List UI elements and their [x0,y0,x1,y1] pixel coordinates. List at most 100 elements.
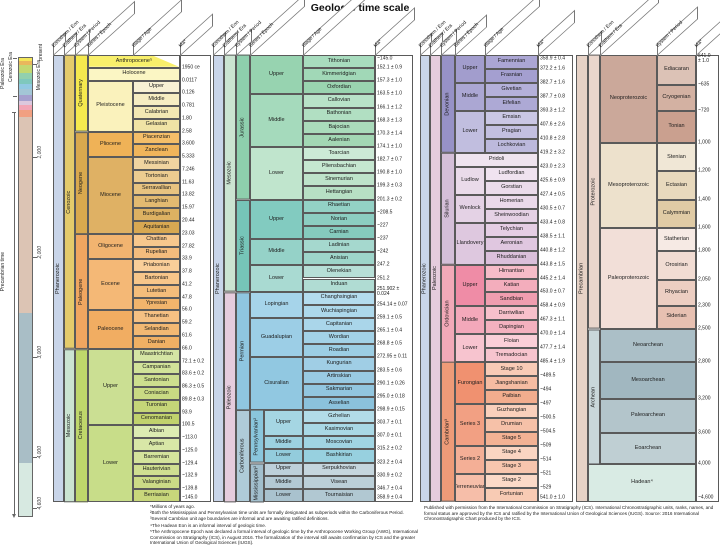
cell-mississippian: Mississippian² [250,462,264,502]
cell-series-2: Series 2 [455,446,485,475]
cell-artinskian: Artinskian [303,370,375,384]
footnote: ²Both the Mississippian and Pennsylvania… [150,510,404,516]
ma-value: ~4,600 [698,494,714,501]
ma-value: 37.8 [182,268,192,275]
cell-pliensbachian: Pliensbachian [303,160,375,174]
cell-tremadocian: Tremadocian [485,348,538,363]
cell-albian: Albian [133,425,180,439]
cell-llandovery: Llandovery [455,222,485,265]
cell-paleoproterozoic: Paleoproterozoic [600,228,657,329]
cell-lower: Lower [88,425,133,502]
cell-callovian: Callovian [303,94,375,108]
wedge-shape [89,56,179,67]
cell-visean: Visean [303,475,375,489]
cell-upper: Upper [455,264,485,307]
ma-value: 445.2 ± 1.4 [540,274,565,281]
ma-value: 5.333 [182,153,195,160]
cell-devonian: Devonian [441,55,455,153]
header-cell-stage-age [133,0,182,56]
ma-value: 358.9 ± 0.4 [540,55,565,62]
ma-column [180,55,211,502]
cell-berriasian: Berriasian [133,489,180,502]
ma-value: 59.2 [182,319,192,326]
ma-value: 393.3 ± 1.2 [540,107,565,114]
ma-value: 66.0 [182,345,192,352]
cell-jiangshanian: Jiangshanian [485,376,538,391]
timeline-segment [19,313,32,463]
cell-paleogene: Paleogene [75,233,88,349]
cell-precambrian: Precambrian [576,55,588,502]
ma-value: 93.9 [182,408,192,415]
ma-value: 2,800 [698,358,711,365]
header-cell-ma [180,13,213,56]
cell-aalenian: Aalenian [303,133,375,148]
cell-ludfordian: Ludfordian [485,166,538,181]
cell-middle: Middle [455,306,485,335]
ma-value: 1.80 [182,115,192,122]
cell-darriwilian: Darriwilian [485,306,538,321]
cell-orosirian: Orosirian [657,251,696,280]
cell-upper: Upper [250,199,303,240]
ma-value: 47.8 [182,294,192,301]
ma-value: 272.95 ± 0.11 [377,353,408,360]
cell-hauterivian: Hauterivian [133,463,180,477]
cell-aeronian: Aeronian [485,236,538,251]
cell-middle: Middle [455,82,485,111]
footnote: *Millions of years ago. [150,504,195,509]
cell-stenian: Stenian [657,143,696,172]
cell-middle: Middle [250,239,303,266]
cell-serpukhovian: Serpukhovian [303,462,375,476]
ma-value: 163.5 ± 1.0 [377,90,402,97]
column-group-3: Phanerozoic Paleozoic Devonian Silurian Ordo… [420,55,573,502]
timeline-segment [19,61,32,65]
tick-mark [33,457,37,458]
ma-value: 265.1 ± 0.4 [377,327,402,334]
timeline-segment [19,65,32,73]
cell-bathonian: Bathonian [303,107,375,121]
cell-serravallian: Serravallian [133,182,180,196]
cell-ypresian: Ypresian [133,297,180,311]
ma-value: 3,200 [698,395,711,402]
cell-gzhelian: Gzhelian [303,409,375,424]
cell-terreneuvian: Terreneuvian [455,474,485,502]
ma-value: 1,400 [698,196,711,203]
cell-sheinwoodian: Sheinwoodian [485,208,538,223]
ma-value: ~497 [540,400,552,407]
ma-value: 201.3 ± 0.2 [377,195,402,202]
cell-barremian: Barremian [133,450,180,464]
cell-guzhangian: Guzhangian [485,404,538,419]
cell-upper: Upper [264,462,303,476]
ma-value: 157.3 ± 1.0 [377,77,402,84]
cell-cenozoic: Cenozoic [64,55,75,349]
ma-value: ~500.5 [540,414,556,421]
cell-paleozoic: Paleozoic [224,291,236,502]
cell-thanetian: Thanetian [133,310,180,324]
ma-value: 323.2 ± 0.4 [377,458,402,465]
cell-siderian: Siderian [657,305,696,329]
cell-stage-10: Stage 10 [485,362,538,377]
footnote: ⁴The Hadean Eon is an informal interval … [150,522,267,528]
ma-column [375,55,413,502]
ma-value: 259.1 ± 0.5 [377,314,402,321]
cell-fortunian: Fortunian [485,488,538,502]
ma-value: 307.0 ± 0.1 [377,432,402,439]
header-cell-ma [538,9,575,56]
ma-value: ~125.0 [182,447,198,454]
ma-value: ~514 [540,456,552,463]
ma-value: ~132.9 [182,472,198,479]
cell-upper: Upper [88,348,133,426]
cell-ladinian: Ladinian [303,239,375,253]
cell-hettangian: Hettangian [303,186,375,200]
timeline-segment [19,463,32,516]
ma-value: 303.7 ± 0.1 [377,419,402,426]
cell-zanclean: Zanclean [133,144,180,158]
ma-value: 2,300 [698,301,711,308]
timeline-segment [19,89,32,95]
cell-eocene: Eocene [88,259,133,311]
ma-value: 199.3 ± 0.3 [377,182,402,189]
ma-value: 0.781 [182,102,195,109]
ma-value: 440.8 ± 1.2 [540,246,565,253]
timeline-segment [19,79,32,84]
cell-quaternary: Quaternary [75,55,88,132]
cell-phanerozoic: Phanerozoic [420,55,430,502]
